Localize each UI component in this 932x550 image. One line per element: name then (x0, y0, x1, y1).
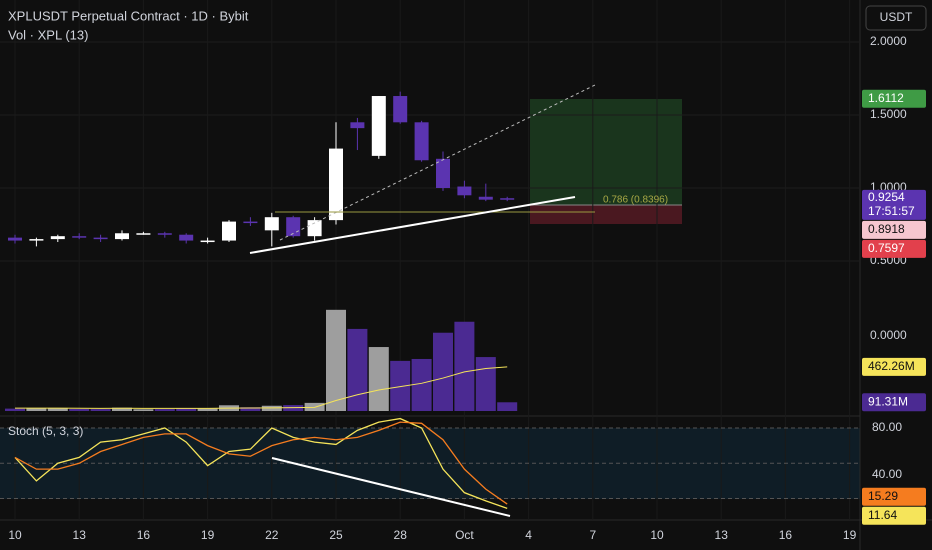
price-tag-label: 0.7597 (868, 241, 905, 255)
x-tick-label: 16 (137, 528, 151, 542)
volume-bar (133, 409, 154, 411)
candle-body (200, 240, 215, 243)
dashed-trendline (279, 84, 596, 241)
price-tag (862, 220, 926, 239)
currency-button[interactable] (865, 5, 927, 31)
stoch-legend: Stoch (5, 3, 3) (8, 424, 83, 438)
candle-body (457, 186, 472, 196)
volume-bar (240, 407, 261, 411)
volume-bar (347, 328, 368, 411)
stoch-line (14, 421, 508, 505)
stoch-trendline (271, 457, 511, 517)
x-tick-label: 4 (525, 528, 532, 542)
volume-bar (411, 358, 432, 411)
price-tag (862, 506, 926, 525)
candle-body (243, 221, 258, 224)
x-tick-label: 7 (589, 528, 596, 542)
candle-body (29, 239, 44, 241)
volume-bar (154, 409, 175, 411)
volume-bar (475, 357, 496, 411)
volume-bar (5, 408, 25, 411)
candle-body (478, 196, 493, 200)
candle-body (307, 220, 322, 237)
y-tick-label: 40.00 (872, 467, 902, 481)
x-tick-label: 28 (394, 528, 408, 542)
volume-legend: Vol · XPL (13) (8, 27, 88, 42)
price-tag (862, 89, 926, 108)
candle-body (329, 148, 343, 221)
price-tag-label: 0.9254 (868, 190, 905, 204)
volume-bar (69, 408, 90, 411)
price-tag-label: 1.6112 (868, 91, 904, 105)
volume-bar (176, 408, 197, 411)
volume-bar (197, 408, 218, 411)
candle-body (414, 122, 429, 161)
price-tag-label: 91.31M (868, 394, 908, 408)
volume-bar (433, 332, 453, 411)
candle-body (436, 158, 450, 188)
candle-body (500, 198, 515, 200)
candle-body (264, 217, 279, 231)
currency-button-label[interactable]: USDT (880, 10, 913, 24)
candle-body (72, 236, 87, 238)
volume-bar (454, 321, 475, 411)
x-tick-label: 13 (715, 528, 729, 542)
volume-bar (47, 408, 68, 411)
x-tick-label: 13 (73, 528, 87, 542)
volume-ma (15, 366, 508, 409)
candle-body (222, 221, 236, 241)
chart-title: XPLUSDT Perpetual Contract · 1D · Bybit (8, 8, 249, 23)
candle-body (371, 96, 386, 156)
x-tick-label: 19 (201, 528, 215, 542)
y-tick-label: 1.5000 (870, 107, 907, 121)
price-tag (862, 393, 926, 412)
x-tick-label: 22 (265, 528, 279, 542)
candle-body (50, 236, 65, 240)
volume-axis-label: 0.0000 (870, 328, 907, 342)
trendline (249, 196, 576, 254)
y-tick-label: 80.00 (872, 420, 902, 434)
price-tag-label: 15.29 (868, 489, 898, 503)
candle-body (393, 96, 408, 123)
countdown: 17:51:57 (868, 204, 915, 218)
price-tag (862, 357, 926, 376)
price-tag-label: 462.26M (868, 359, 915, 373)
x-tick-label: 16 (779, 528, 793, 542)
y-tick-label: 2.0000 (870, 34, 907, 48)
volume-bar (90, 409, 111, 411)
price-tag (862, 239, 926, 258)
x-tick-label: 19 (843, 528, 857, 542)
volume-bar (390, 360, 411, 411)
price-tag (862, 487, 926, 506)
volume-bar (326, 309, 346, 411)
candle-body (350, 122, 365, 129)
candle-body (115, 233, 129, 240)
candle-body (93, 237, 108, 240)
stoch-line (14, 417, 508, 509)
volume-bar (497, 402, 518, 411)
candle-body (179, 234, 194, 241)
volume-bar (368, 347, 389, 411)
x-tick-label: 10 (650, 528, 664, 542)
x-tick-label: Oct (455, 528, 474, 542)
price-tag-label: 0.8918 (868, 222, 905, 236)
candle-body (8, 237, 22, 241)
volume-bar (26, 408, 47, 411)
candle-body (136, 233, 151, 235)
fib-label: 0.786 (0.8396) (603, 195, 668, 206)
volume-bar (112, 407, 132, 411)
x-tick-label: 10 (8, 528, 22, 542)
volume-bar (261, 405, 282, 411)
candle-body (157, 233, 172, 235)
price-tag-label: 11.64 (868, 508, 897, 522)
price-tag (862, 189, 926, 220)
x-tick-label: 25 (329, 528, 343, 542)
loss-zone (530, 205, 682, 224)
